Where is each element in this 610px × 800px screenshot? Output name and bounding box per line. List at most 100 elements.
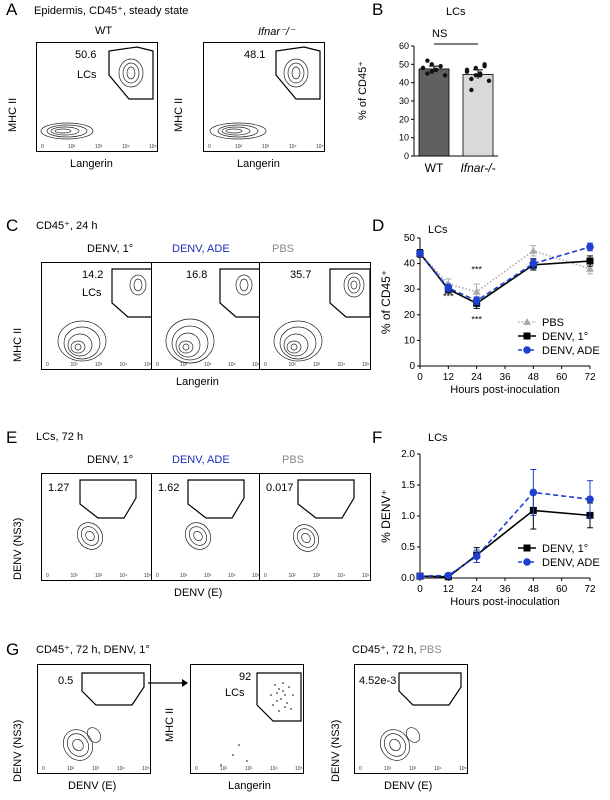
x-tick-label: 48: [528, 584, 540, 595]
y-tick-label: 20: [404, 310, 416, 321]
data-point: [429, 62, 434, 67]
panel-b-ylabel: % of CD45⁺: [357, 61, 369, 120]
panel-a-title: Epidermis, CD45⁺, steady state: [34, 5, 189, 17]
gate-value: 0.017: [266, 482, 294, 494]
facs-tick-label: 0: [156, 362, 159, 368]
data-point: [469, 76, 474, 82]
facs-tick-label: 0: [264, 573, 267, 579]
y-tick-label: 50: [399, 59, 409, 69]
facs-tick-label: 0: [42, 766, 45, 772]
facs-e-3-svg: [292, 479, 355, 552]
significance-marker: ***: [471, 314, 482, 324]
panel-e-yaxis-label: DENV (NS3): [12, 517, 24, 580]
gate-label: LCs: [77, 69, 97, 81]
facs-tick-label: 10³: [95, 573, 103, 579]
panel-letter-g: G: [6, 640, 20, 659]
facs-tick-label: 0: [359, 766, 362, 772]
facs-tick-label: 10⁵: [252, 362, 260, 368]
gate: [81, 672, 145, 706]
x-tick-label: 36: [499, 584, 511, 595]
panel-d-title: LCs: [428, 224, 448, 236]
facs-tick-label: 0: [41, 144, 44, 150]
data-point: [444, 284, 453, 292]
panel-letter-c: C: [6, 216, 19, 235]
facs-plot-g-3: 4.52e-3 0 10² 10³ 10⁴ 10⁵: [354, 664, 468, 774]
facs-tick-label: 10⁵: [316, 144, 324, 150]
x-tick-label: 72: [584, 584, 596, 595]
panel-g-xaxis-label-1: DENV (E): [68, 780, 117, 792]
data-point: [429, 69, 434, 74]
panel-e-label-1: DENV, 1°: [87, 454, 134, 466]
panel-letter-a: A: [6, 0, 18, 19]
facs-tick-label: 10⁵: [144, 362, 152, 368]
facs-tick-label: 10²: [288, 362, 296, 368]
facs-tick-label: 10³: [95, 144, 103, 150]
data-point: [425, 71, 430, 76]
gate: [256, 672, 302, 722]
y-tick-label: 60: [399, 41, 409, 51]
facs-tick-label: 10⁵: [459, 766, 467, 772]
legend-marker: [523, 332, 531, 340]
data-point: [529, 488, 538, 497]
panel-g-yaxis-label-3: DENV (NS3): [330, 719, 342, 782]
data-point: [416, 572, 424, 580]
gate: [187, 479, 245, 519]
legend-label: DENV, 1°: [542, 543, 588, 555]
panel-a-wt-label: WT: [95, 25, 113, 37]
facs-plot-e-3: 0.017 0 10² 10³ 10⁴ 10⁵: [259, 473, 371, 581]
legend-marker: [523, 318, 531, 325]
facs-tick-label: 10²: [68, 144, 76, 150]
panel-g-title-right-prefix: CD45⁺, 72 h,: [352, 644, 420, 656]
gate-value: 50.6: [75, 49, 97, 61]
x-tick-label: 48: [528, 372, 540, 383]
facs-tick-label: 10³: [409, 766, 417, 772]
facs-tick-label: 10²: [70, 573, 78, 579]
y-tick-label: 40: [399, 78, 409, 88]
facs-tick-label: 10⁴: [228, 362, 236, 368]
y-tick-label: 2.0: [401, 449, 415, 460]
data-point: [442, 73, 448, 78]
gate-arrow-icon: [148, 679, 188, 687]
facs-tick-label: 10⁴: [434, 766, 442, 772]
facs-tick-label: 10³: [313, 573, 321, 579]
data-point: [425, 58, 430, 63]
panel-c-yaxis-label: MHC II: [12, 327, 24, 362]
x-axis-label: Hours post-inoculation: [450, 384, 559, 396]
legend-label: PBS: [542, 317, 564, 329]
facs-tick-label: 10²: [288, 573, 296, 579]
facs-tick-label: 10³: [245, 766, 253, 772]
facs-tick-label: 10³: [204, 573, 212, 579]
facs-tick-label: 10²: [220, 766, 228, 772]
bar: [462, 74, 494, 157]
legend-label: DENV, ADE: [542, 557, 600, 569]
panel-g-xaxis-label-3: DENV (E): [384, 780, 433, 792]
significance-marker: ***: [443, 291, 454, 301]
panel-g-title-right: CD45⁺, 72 h, PBS: [352, 643, 442, 656]
data-point: [473, 65, 478, 71]
scatter-dots: [220, 682, 294, 766]
y-tick-label: 0.0: [401, 573, 415, 584]
facs-tick-label: 10⁵: [142, 766, 150, 772]
gate-value: 14.2: [82, 269, 104, 281]
facs-plot-g-1: 0.5 0 10² 10³ 10⁴ 10⁵: [37, 664, 151, 774]
facs-tick-label: 10³: [204, 362, 212, 368]
facs-g-2-svg: [220, 672, 302, 766]
facs-plot-c-3: 35.7 0 10² 10³ 10⁴ 10⁵: [259, 262, 371, 370]
gate: [219, 268, 260, 318]
gate-value: 35.7: [290, 269, 312, 281]
panel-letter-d: D: [372, 216, 385, 235]
data-point: [444, 571, 453, 580]
facs-tick-label: 0: [195, 766, 198, 772]
gate-value: 4.52e-3: [359, 675, 397, 687]
data-point: [478, 71, 483, 76]
gate-value: 1.27: [48, 482, 70, 494]
series-line: [419, 491, 591, 577]
x-tick-label: 60: [556, 372, 568, 383]
facs-tick-label: 0: [46, 573, 49, 579]
panel-g-yaxis-label-1: DENV (NS3): [12, 719, 24, 782]
gate-value: 48.1: [244, 49, 266, 61]
facs-g-1-svg: [62, 672, 145, 761]
chart-f: 0.0 0.5 1.0 1.5 2.0 0 12 24 36 48 60 72 Hours post-i…: [379, 449, 600, 606]
gate: [398, 672, 462, 706]
facs-tick-label: 10³: [92, 766, 100, 772]
